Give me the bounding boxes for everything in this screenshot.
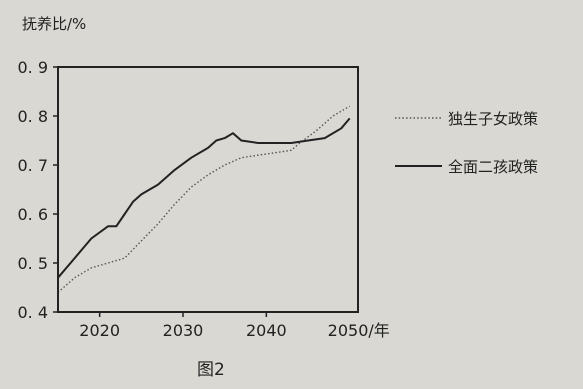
- legend-label: 全面二孩政策: [448, 158, 538, 176]
- x-tick-label: 2030: [163, 321, 204, 340]
- y-tick-label: 0. 8: [17, 107, 48, 126]
- x-tick-label: 2040: [246, 321, 287, 340]
- series-layer: [57, 105, 351, 293]
- y-axis-title: 抚养比/%: [22, 15, 86, 33]
- legend-label: 独生子女政策: [448, 110, 538, 128]
- x-tick-label: 2020: [79, 321, 120, 340]
- x-axis-title: 2050/年: [328, 321, 390, 340]
- y-tick-label: 0. 5: [17, 254, 48, 273]
- y-tick-label: 0. 9: [17, 58, 48, 77]
- series-line-1: [57, 105, 351, 293]
- series-line-2: [57, 117, 351, 279]
- y-tick-label: 0. 7: [17, 156, 48, 175]
- figure-caption: 图2: [197, 360, 225, 380]
- tick-layer: 0. 4 0. 5 0. 6 0. 7 0. 8 0. 9 2020 2030 2040: [17, 58, 286, 340]
- plot-frame: [57, 66, 359, 313]
- y-tick-label: 0. 4: [17, 303, 48, 322]
- y-tick-label: 0. 6: [17, 205, 48, 224]
